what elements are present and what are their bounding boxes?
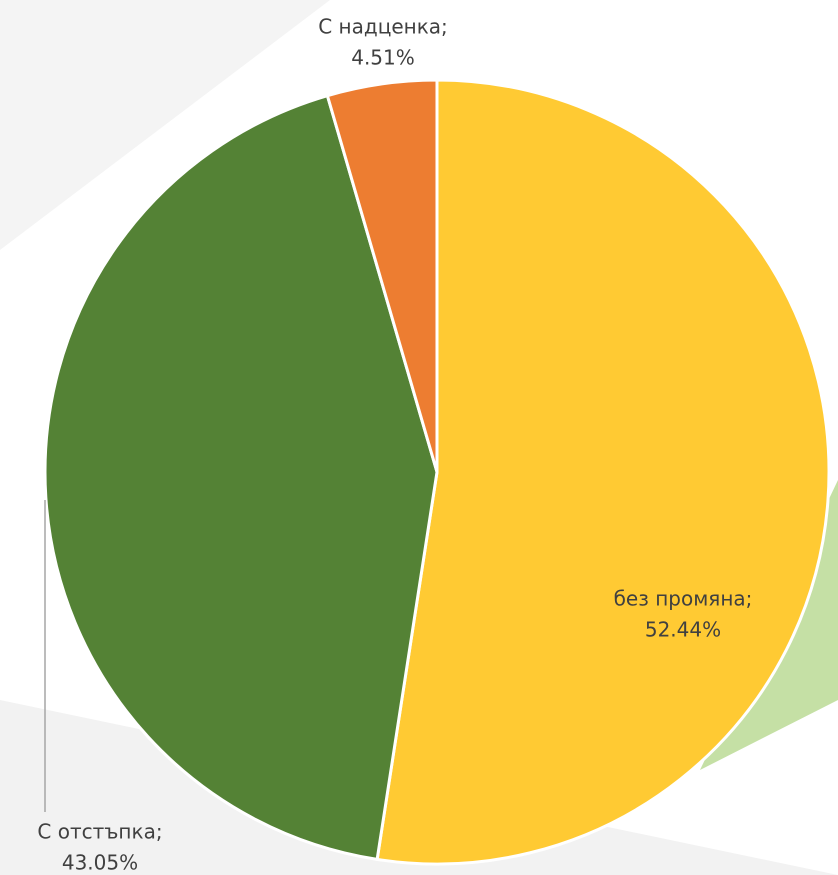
data-label-value: 52.44%: [645, 618, 721, 642]
pie: [43, 78, 831, 866]
pie-slice: [43, 93, 439, 862]
data-label-category: С отстъпка;: [37, 820, 162, 844]
data-label-category: без промяна;: [614, 587, 753, 611]
data-label-value: 4.51%: [351, 46, 415, 70]
data-label-value: 43.05%: [62, 851, 138, 875]
background-shape: [0, 0, 330, 250]
pie-slice: [375, 78, 831, 866]
pie-slice: [325, 78, 439, 473]
data-label-category: С надценка;: [318, 15, 448, 39]
